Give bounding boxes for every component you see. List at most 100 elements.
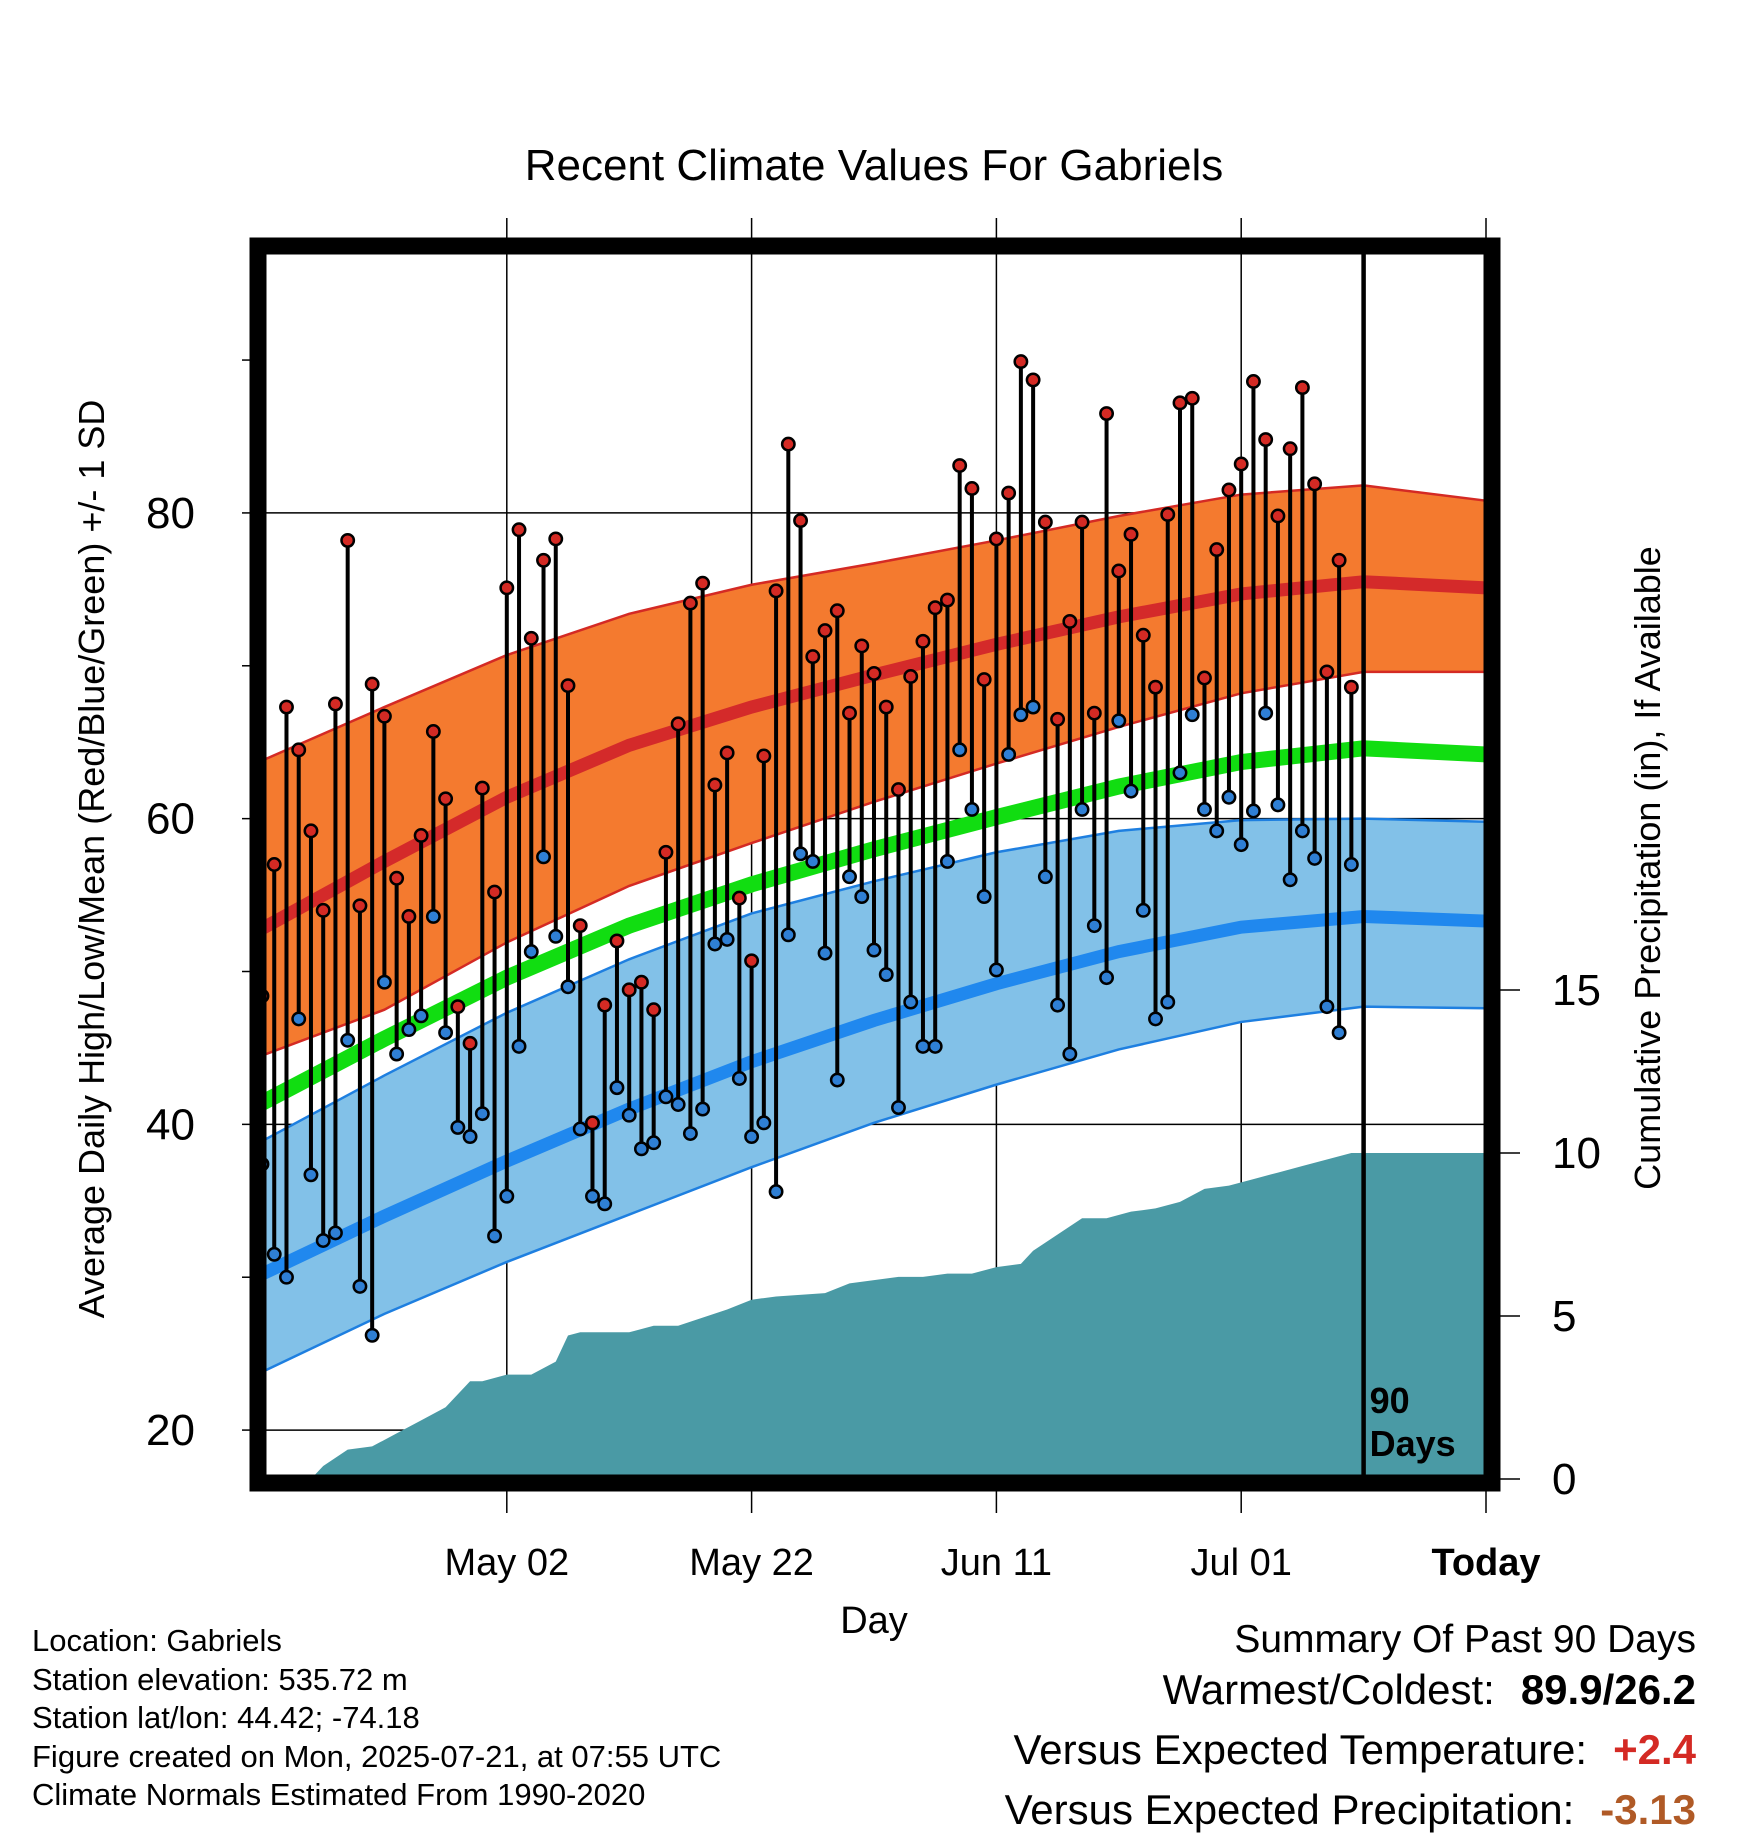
- high-point: [621, 982, 637, 998]
- high-point: [401, 909, 417, 924]
- low-point: [780, 927, 796, 943]
- low-point: [1135, 902, 1151, 918]
- high-point: [425, 724, 441, 739]
- high-point: [842, 705, 857, 721]
- low-point: [744, 1129, 760, 1145]
- low-point: [927, 1038, 943, 1054]
- high-point: [450, 999, 466, 1015]
- high-point: [633, 974, 649, 990]
- precip-label: Versus Expected Precipitation:: [1004, 1786, 1575, 1833]
- low-point: [964, 802, 980, 817]
- high-point: [511, 522, 527, 538]
- high-point: [964, 481, 980, 496]
- y-tick-label: 20: [146, 1406, 195, 1455]
- high-point: [670, 716, 686, 732]
- temp-value: +2.4: [1613, 1726, 1696, 1773]
- low-point: [891, 1100, 906, 1115]
- precip-row: Versus Expected Precipitation: -3.13: [1005, 1785, 1696, 1845]
- precip-value: -3.13: [1600, 1786, 1696, 1833]
- high-point: [340, 532, 356, 548]
- high-point: [952, 458, 968, 473]
- high-point: [768, 583, 784, 599]
- high-point: [585, 1115, 600, 1131]
- high-point: [756, 748, 772, 764]
- high-point: [1025, 372, 1041, 388]
- low-point: [1294, 823, 1310, 839]
- high-point: [731, 890, 747, 906]
- y2-tick-label: 10: [1552, 1129, 1601, 1178]
- high-point: [854, 638, 870, 654]
- high-point: [903, 669, 919, 684]
- low-point: [1270, 797, 1286, 813]
- y-tick-label: 60: [146, 795, 195, 844]
- high-point: [1258, 432, 1274, 447]
- high-point: [1294, 380, 1310, 396]
- high-point: [780, 436, 796, 452]
- low-point: [1074, 802, 1090, 817]
- low-point: [585, 1188, 600, 1204]
- high-point: [327, 696, 343, 712]
- low-point: [511, 1038, 527, 1054]
- high-point: [682, 595, 698, 611]
- low-point: [842, 869, 857, 885]
- high-point: [291, 742, 307, 758]
- latlon-text: Station lat/lon: 44.42; -74.18: [32, 1700, 420, 1735]
- high-point: [1062, 614, 1078, 629]
- low-point: [658, 1089, 674, 1105]
- elevation-text: Station elevation: 535.72 m: [32, 1661, 408, 1697]
- high-point: [1221, 482, 1237, 498]
- warm-cold-value: 89.9/26.2: [1520, 1666, 1696, 1713]
- high-point: [462, 1035, 478, 1051]
- high-point: [927, 600, 943, 616]
- low-point: [1343, 857, 1359, 872]
- low-point: [1258, 705, 1274, 721]
- low-point: [425, 909, 441, 924]
- low-point: [1160, 994, 1176, 1010]
- warm-cold-label: Warmest/Coldest:: [1162, 1666, 1495, 1713]
- high-point: [536, 552, 551, 568]
- warm-cold-row: Warmest/Coldest: 89.9/26.2: [1005, 1665, 1696, 1725]
- high-point: [658, 844, 674, 860]
- today-marker-label: Days: [1370, 1423, 1456, 1464]
- high-point: [413, 828, 429, 843]
- high-point: [1135, 627, 1151, 643]
- high-point: [1307, 476, 1323, 492]
- high-point: [1270, 508, 1286, 524]
- low-point: [413, 1008, 429, 1024]
- precip-area: [262, 1153, 1486, 1479]
- high-point: [1172, 395, 1188, 411]
- high-point: [1245, 374, 1261, 389]
- y2-tick-label: 15: [1552, 966, 1601, 1015]
- low-point: [572, 1121, 588, 1137]
- high-point: [499, 580, 515, 596]
- high-point: [793, 513, 809, 529]
- high-point: [523, 630, 539, 646]
- low-point: [1197, 802, 1212, 817]
- low-point: [682, 1126, 698, 1141]
- high-point: [719, 745, 735, 761]
- normal-low-band: [262, 818, 1486, 1372]
- low-point: [401, 1022, 417, 1038]
- high-point: [1331, 552, 1347, 568]
- normal-low-lower-edge: [262, 1005, 1487, 1374]
- high-point: [315, 902, 331, 918]
- low-point: [609, 1080, 625, 1096]
- x-tick-label: May 02: [444, 1542, 569, 1584]
- high-point: [1074, 514, 1090, 530]
- summary-heading: Summary Of Past 90 Days: [1234, 1618, 1696, 1661]
- normals-source-text: Climate Normals Estimated From 1990-2020: [32, 1777, 646, 1812]
- high-point: [695, 575, 711, 591]
- low-point: [1001, 746, 1017, 762]
- high-point: [474, 780, 490, 796]
- high-point: [805, 649, 821, 665]
- low-point: [719, 931, 735, 947]
- low-point: [279, 1269, 294, 1285]
- high-point: [891, 782, 906, 798]
- low-point: [340, 1032, 356, 1048]
- high-point: [829, 603, 845, 619]
- low-point: [450, 1119, 466, 1135]
- high-point: [487, 884, 503, 900]
- high-point: [1086, 705, 1102, 721]
- low-point: [1172, 765, 1188, 781]
